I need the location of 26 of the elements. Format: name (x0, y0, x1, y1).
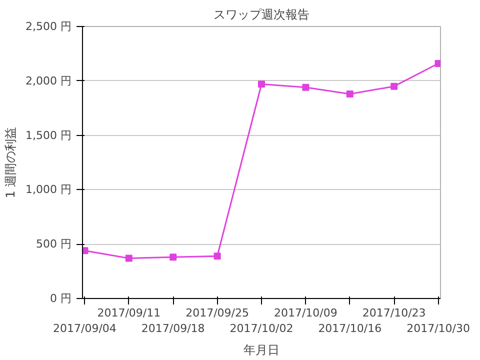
x-tick-label: 2017/09/11 (97, 306, 161, 320)
x-tick-label: 2017/09/04 (53, 322, 116, 336)
point (258, 80, 265, 88)
y-tick-label: 1,000 円 (26, 183, 72, 196)
x-tick-label: 2017/10/23 (362, 306, 426, 320)
point (390, 82, 398, 90)
x-tick-label: 2017/09/18 (141, 322, 205, 336)
point (170, 254, 177, 261)
chart-title: スワップ週次報告 (214, 8, 310, 22)
point (125, 254, 132, 262)
x-tick-label: 2017/10/09 (274, 306, 338, 320)
point (434, 60, 440, 67)
x-tick-label: 2017/10/30 (406, 322, 470, 336)
x-axis-title: 年月日 (244, 343, 280, 358)
y-axis-title: 1 週間の利益 (4, 126, 18, 198)
point (302, 84, 310, 91)
x-tick-label: 2017/10/02 (230, 322, 294, 336)
y-tick-label: 1,500 円 (26, 128, 72, 142)
y-tick-label: 0 円 (50, 292, 72, 305)
point (214, 252, 221, 260)
y-tick-label: 500 円 (36, 238, 72, 251)
y-tick-label: 2,000 円 (26, 74, 72, 88)
y-tick-label: 2,500 円 (26, 20, 72, 33)
x-tick-label: 2017/10/16 (318, 322, 382, 336)
point (346, 90, 354, 98)
x-tick-label: 2017/09/25 (186, 306, 250, 320)
